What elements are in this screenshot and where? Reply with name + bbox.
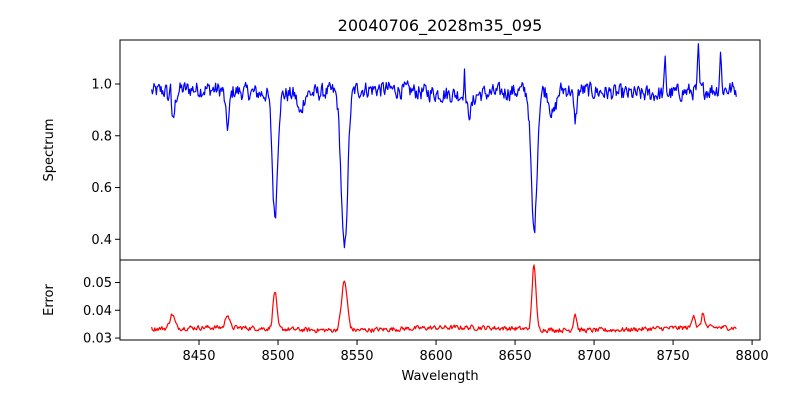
spectrum-plot-area [120,40,760,260]
error-frame [119,259,761,341]
spectrum-y-ticks: 0.4 0.6 0.8 1.0 [91,78,120,248]
error-panel: 0.03 0.04 0.05 Error [42,259,761,347]
y-tick-label: 0.04 [83,304,112,319]
y-tick-label: 0.6 [91,181,112,196]
spectrum-panel: 0.4 0.6 0.8 1.0 Spectrum [42,39,761,261]
y-tick-label: 0.8 [91,129,112,144]
x-tick-label: 8750 [657,349,690,364]
y-tick-label: 1.0 [91,78,112,93]
x-axis-label: Wavelength [401,369,478,384]
y-tick-label: 0.03 [83,332,112,347]
spectrum-y-axis-label: Spectrum [42,119,57,182]
y-tick-label: 0.05 [83,276,112,291]
error-y-ticks: 0.03 0.04 0.05 [83,276,120,347]
x-tick-label: 8800 [736,349,769,364]
chart-title: 20040706_2028m35_095 [338,16,543,36]
spectrum-series-line [151,43,737,249]
x-ticks: 8450 8500 8550 8600 8650 8700 8750 8800 [182,340,769,364]
error-series-line [151,264,737,334]
x-tick-label: 8650 [499,349,532,364]
error-y-axis-label: Error [42,284,57,316]
x-tick-label: 8600 [420,349,453,364]
x-tick-label: 8700 [578,349,611,364]
x-tick-label: 8550 [340,349,373,364]
x-tick-label: 8500 [261,349,294,364]
x-tick-label: 8450 [182,349,215,364]
y-tick-label: 0.4 [91,233,112,248]
